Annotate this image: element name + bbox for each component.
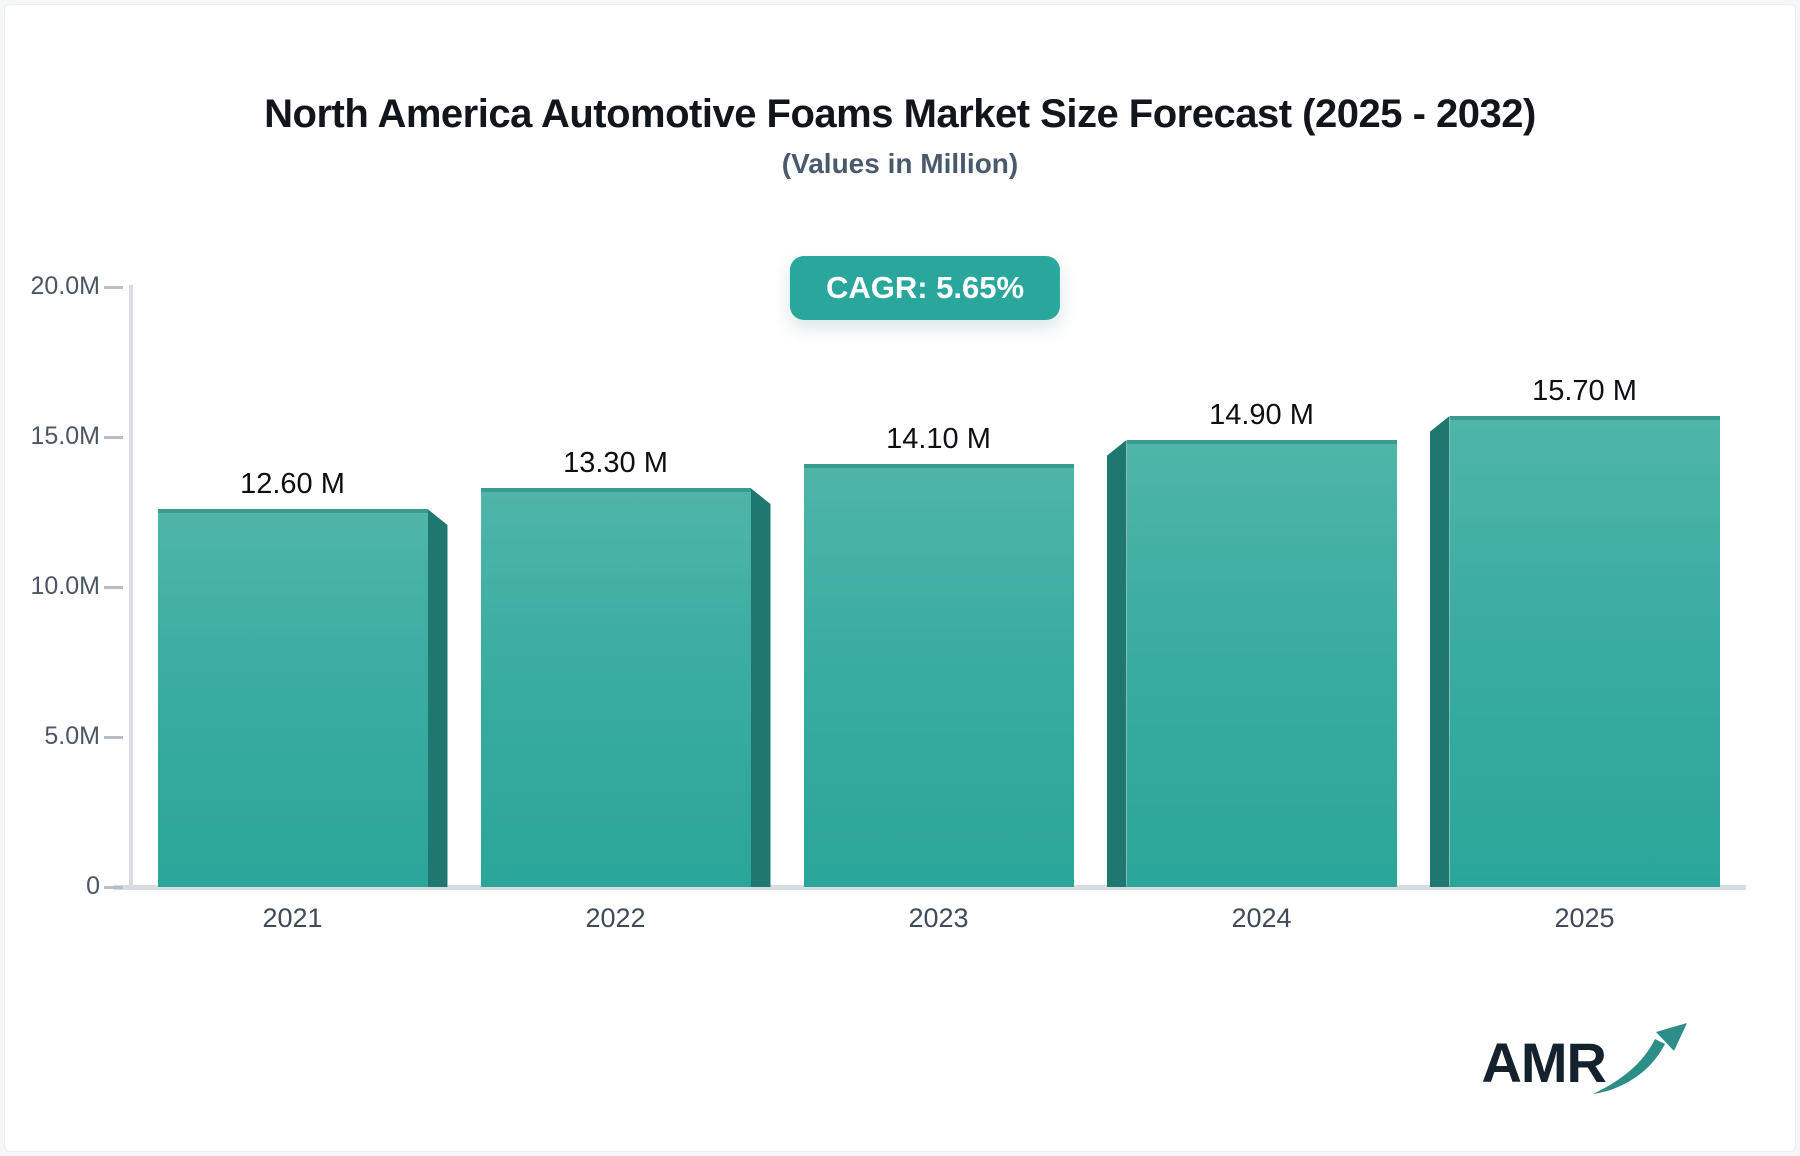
y-tick-mark-10.0M xyxy=(104,586,123,589)
bar-value-label-2024: 14.90 M xyxy=(1209,399,1314,431)
y-tick-mark-0 xyxy=(104,886,123,889)
x-axis-label-2023: 2023 xyxy=(908,903,969,933)
y-tick-mark-15.0M xyxy=(104,436,123,439)
cagr-badge: CAGR: 5.65% xyxy=(789,256,1061,320)
brand-logo-text: AMR xyxy=(1481,1031,1607,1094)
y-tick-label-0: 0 xyxy=(86,872,100,900)
bar-side-2025 xyxy=(1429,416,1450,887)
x-axis-label-2024: 2024 xyxy=(1231,903,1292,933)
bar-side-2022 xyxy=(750,488,771,887)
x-axis-line xyxy=(114,885,1746,890)
x-axis-label-2021: 2021 xyxy=(262,903,323,933)
brand-logo: AMR xyxy=(1481,1023,1690,1101)
bar-side-2024 xyxy=(1106,440,1127,887)
chart-subtitle: (Values in Million) xyxy=(781,148,1019,179)
chart-title: North America Automotive Foams Market Si… xyxy=(264,92,1536,136)
bar-value-label-2023: 14.10 M xyxy=(886,423,991,455)
bar-value-label-2022: 13.30 M xyxy=(563,447,668,479)
growth-arrow-icon xyxy=(1593,1023,1687,1094)
bar-2022 xyxy=(480,488,751,887)
bar-value-label-2025: 15.70 M xyxy=(1532,375,1637,407)
y-tick-label-5.0M: 5.0M xyxy=(44,722,100,750)
y-tick-label-20.0M: 20.0M xyxy=(30,272,100,300)
y-axis-line xyxy=(129,285,133,887)
x-axis-label-2022: 2022 xyxy=(585,903,646,933)
y-tick-label-15.0M: 15.0M xyxy=(30,422,100,450)
x-axis-label-2025: 2025 xyxy=(1554,903,1615,933)
bar-2024 xyxy=(1126,440,1397,887)
y-tick-mark-20.0M xyxy=(104,286,123,289)
bar-2021 xyxy=(157,509,428,887)
bar-2025 xyxy=(1449,416,1720,887)
bar-value-label-2021: 12.60 M xyxy=(240,468,345,500)
bar-side-2021 xyxy=(427,509,448,887)
y-tick-mark-5.0M xyxy=(104,736,123,739)
y-tick-label-10.0M: 10.0M xyxy=(30,572,100,600)
bar-2023 xyxy=(803,464,1074,887)
